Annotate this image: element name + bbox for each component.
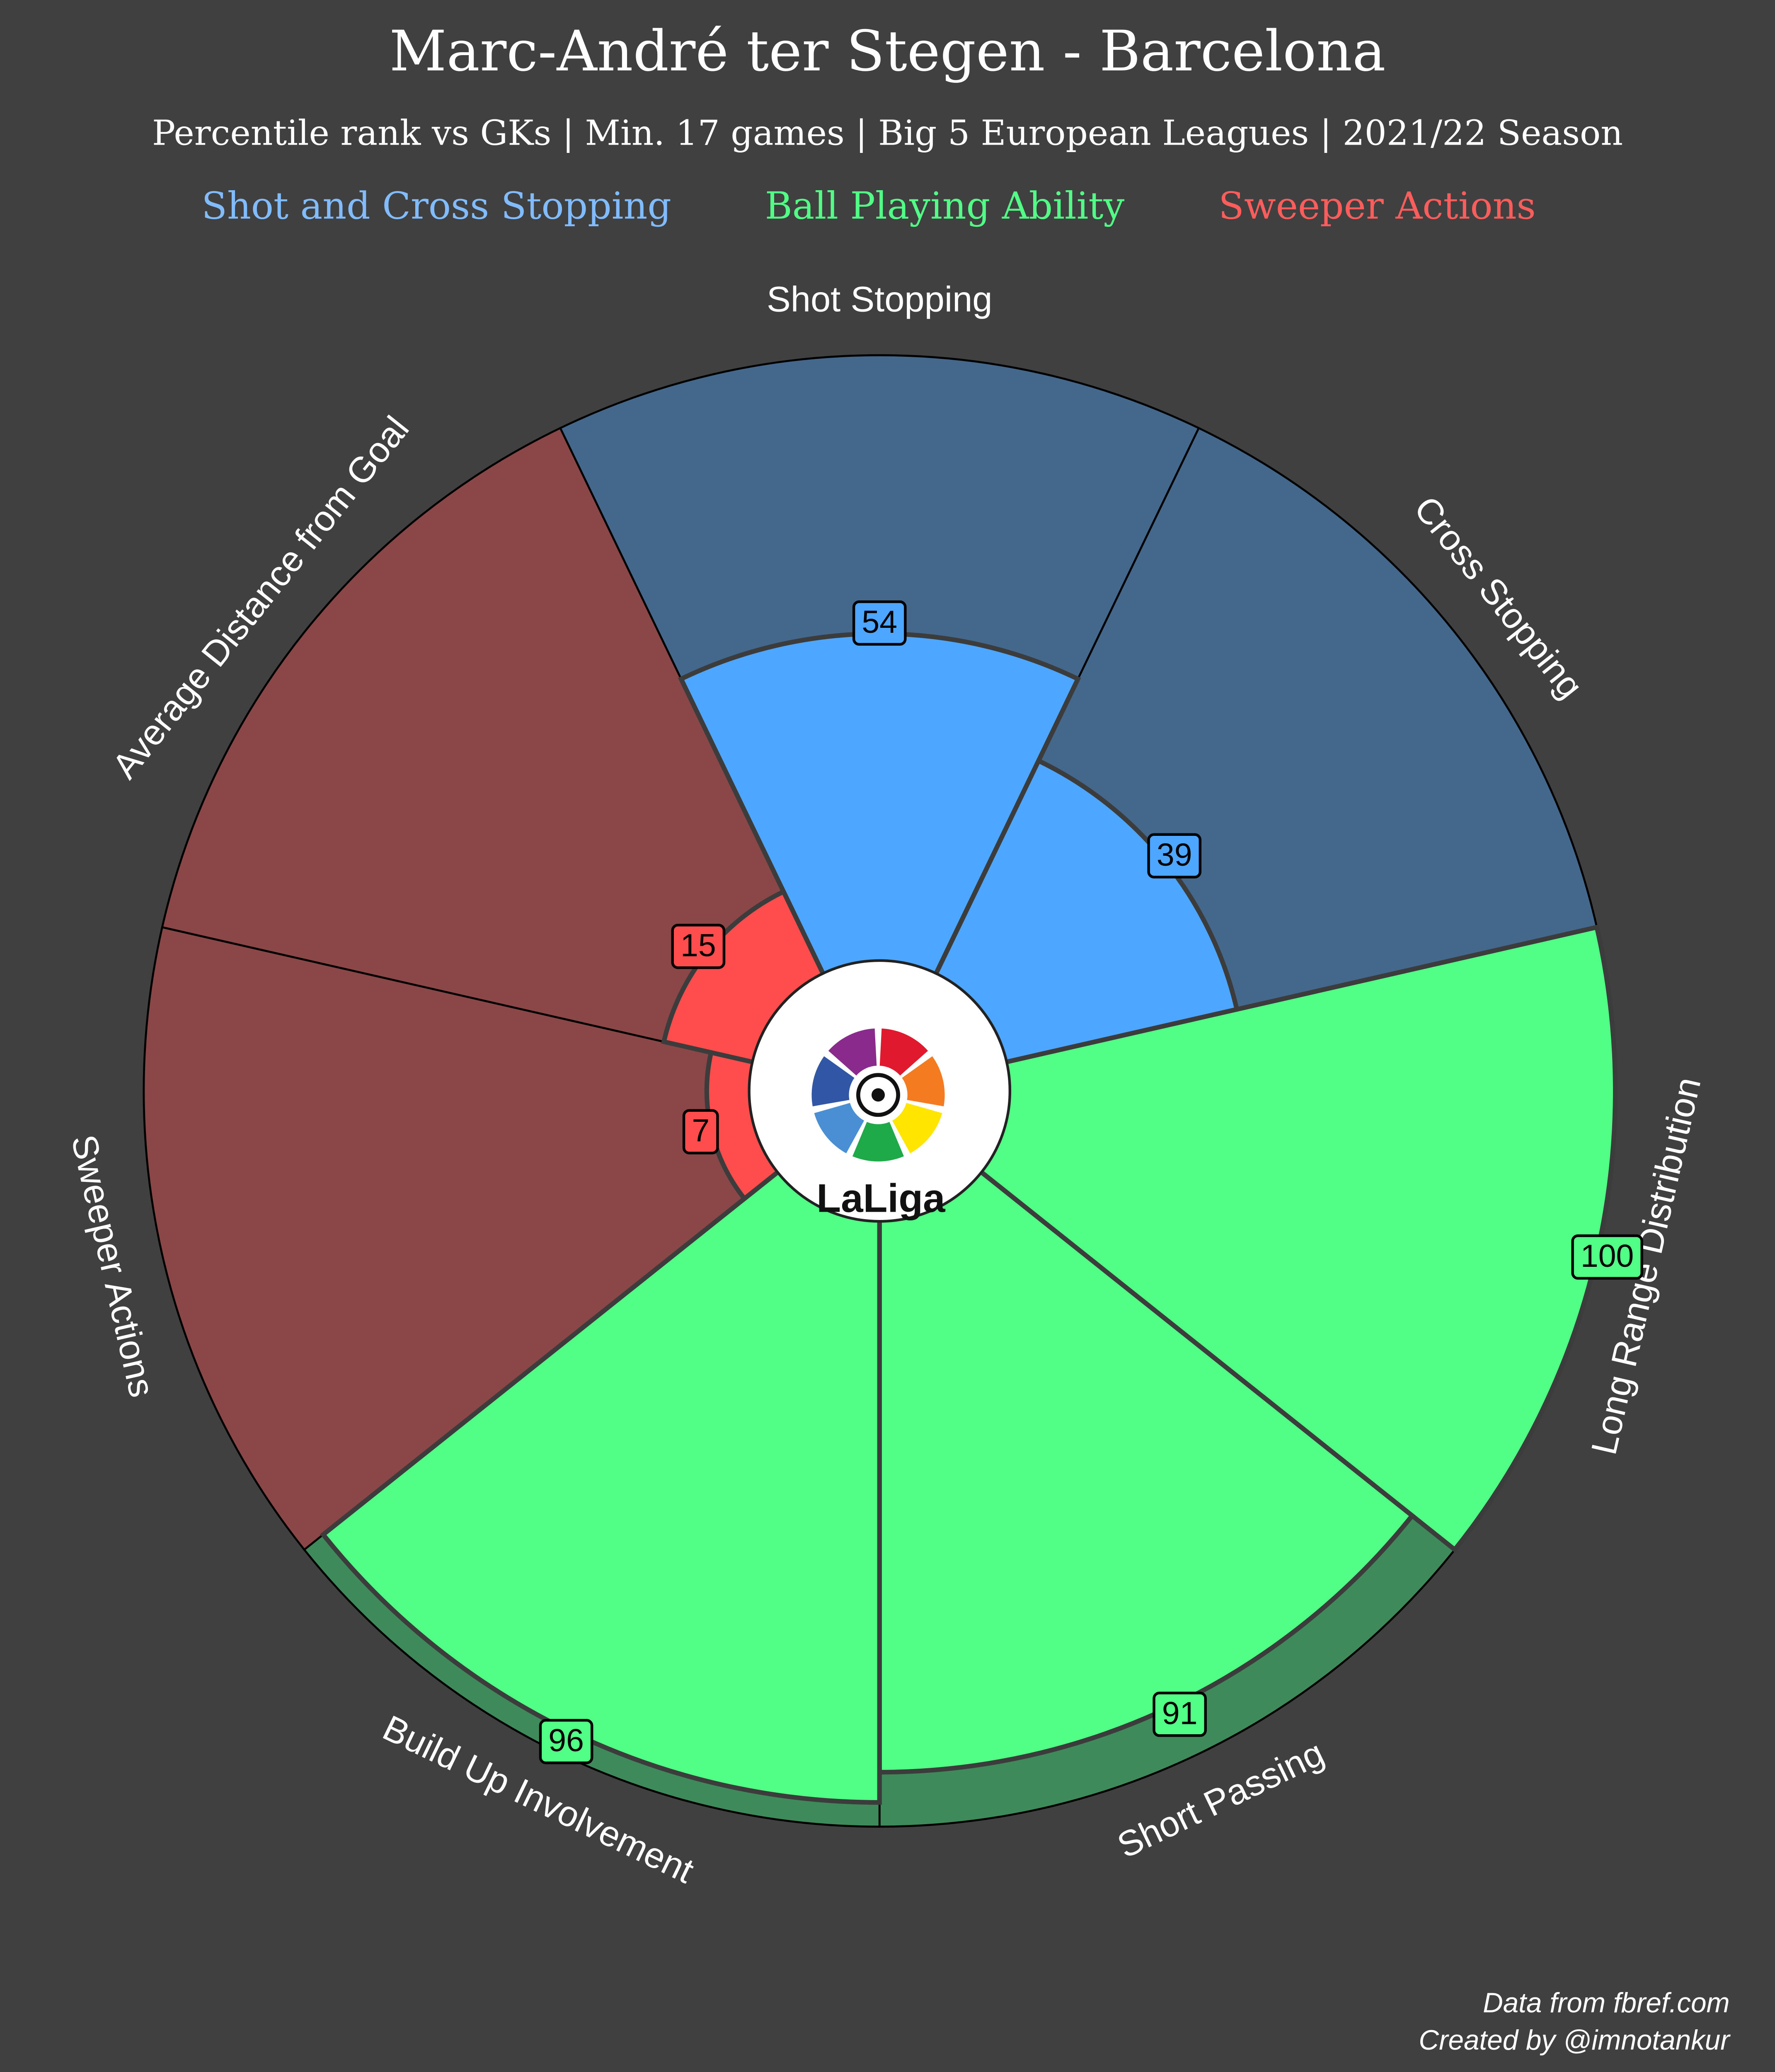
logo-ball-patch — [871, 1088, 885, 1102]
logo-text: LaLiga — [816, 1176, 946, 1220]
chart-title: Marc-André ter Stegen - Barcelona — [389, 19, 1385, 84]
value-box — [1571, 1234, 1643, 1280]
logo-petal — [811, 1056, 855, 1106]
logo-petal — [828, 1028, 877, 1076]
logo: LaLiga — [748, 959, 1012, 1223]
value-label: 100 — [1571, 1234, 1643, 1280]
legend-entry: Sweeper Actions — [1218, 184, 1535, 228]
value-box — [671, 924, 726, 969]
value-text: 96 — [548, 1723, 584, 1758]
logo-petal — [902, 1056, 945, 1106]
value-label: 39 — [1147, 833, 1202, 879]
value-box — [852, 600, 907, 646]
value-label: 96 — [539, 1719, 593, 1765]
value-text: 15 — [680, 927, 716, 963]
value-label: 7 — [682, 1109, 719, 1155]
credit: Created by @imnotankur — [1419, 2025, 1731, 2056]
value-label: 91 — [1153, 1692, 1207, 1737]
value-text: 100 — [1581, 1238, 1634, 1274]
value-box — [1153, 1692, 1207, 1737]
value-label: 15 — [671, 924, 726, 969]
value-text: 7 — [692, 1113, 710, 1149]
value-text: 54 — [862, 604, 897, 640]
value-text: 39 — [1157, 837, 1192, 873]
value-text: 91 — [1162, 1695, 1198, 1731]
value-box — [539, 1719, 593, 1765]
logo-petal — [814, 1103, 864, 1153]
value-box — [682, 1109, 719, 1155]
credit: Data from fbref.com — [1483, 1987, 1730, 2019]
logo-petal — [852, 1122, 904, 1162]
logo-petal — [892, 1103, 942, 1153]
category-label: Shot Stopping — [767, 280, 993, 320]
slice-background — [143, 926, 882, 1551]
legend-entry: Shot and Cross Stopping — [201, 184, 671, 228]
chart-subtitle: Percentile rank vs GKs | Min. 17 games |… — [152, 113, 1623, 153]
value-label: 54 — [852, 600, 907, 646]
value-box — [1147, 833, 1202, 879]
logo-petal — [879, 1028, 928, 1076]
legend-entry: Ball Playing Ability — [765, 184, 1125, 228]
